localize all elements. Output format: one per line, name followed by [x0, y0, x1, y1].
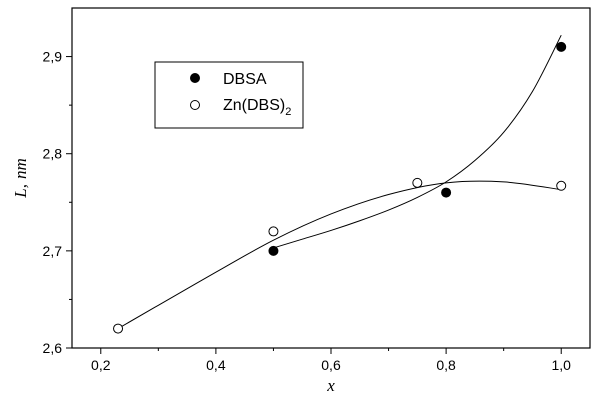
data-point-series-0 [441, 187, 452, 198]
data-point-series-0 [268, 245, 279, 256]
data-point-series-1 [113, 323, 124, 334]
tick-labels: 0,2 0,4 0,6 0,8 1,0 2,6 2,7 2,8 2,9 [43, 49, 572, 373]
y-tick-label: 2,9 [43, 49, 63, 65]
y-tick-label: 2,7 [43, 243, 63, 259]
y-axis-title-main: L, [11, 184, 30, 199]
y-tick-label: 2,6 [43, 340, 63, 356]
y-axis-title-unit: nm [11, 158, 30, 179]
data-points [113, 41, 567, 334]
legend-box [154, 61, 304, 129]
fit-curve-series-0 [273, 34, 562, 249]
x-tick-label: 1,0 [551, 357, 571, 373]
x-axis-title: x [326, 376, 335, 395]
legend-label-dbsa: DBSA [223, 71, 267, 88]
plot-frame [71, 7, 591, 349]
data-point-series-0 [556, 41, 567, 52]
fit-curve-series-1 [117, 180, 562, 330]
legend-marker-dbsa [190, 73, 200, 83]
x-tick-label: 0,2 [91, 357, 111, 373]
y-tick-label: 2,8 [43, 146, 63, 162]
x-tick-label: 0,4 [206, 357, 226, 373]
data-point-series-1 [268, 226, 279, 237]
y-axis-title: L, nm [11, 158, 30, 199]
legend-label-zn-dbs2-main: Zn(DBS) [223, 97, 285, 114]
ticks [66, 56, 562, 354]
x-tick-label: 0,8 [436, 357, 456, 373]
fit-curves [117, 34, 562, 330]
x-tick-label: 0,6 [321, 357, 341, 373]
legend-label-zn-dbs2: Zn(DBS)2 [223, 97, 291, 118]
legend-label-zn-dbs2-subscript: 2 [285, 106, 291, 118]
data-point-series-1 [556, 180, 567, 191]
data-point-series-1 [412, 177, 423, 188]
legend-marker-zn-dbs2 [190, 100, 200, 110]
legend: DBSA Zn(DBS)2 [154, 61, 304, 129]
